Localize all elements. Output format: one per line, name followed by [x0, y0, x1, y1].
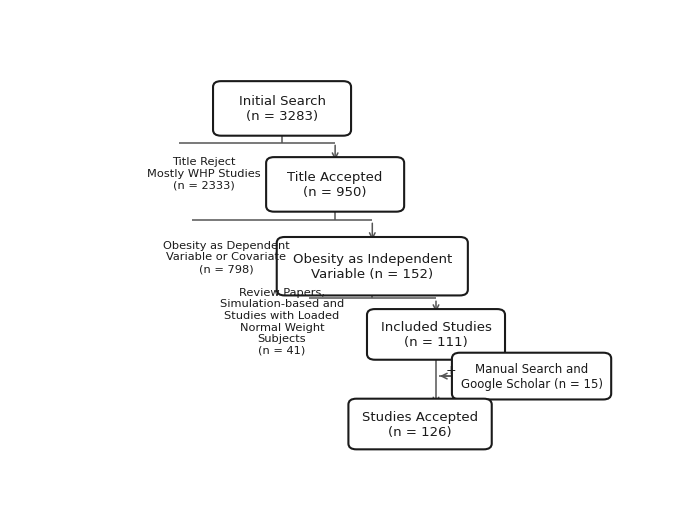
Text: Obesity as Independent
Variable (n = 152): Obesity as Independent Variable (n = 152… [292, 252, 452, 281]
FancyBboxPatch shape [452, 353, 611, 399]
FancyBboxPatch shape [367, 310, 505, 360]
Text: Manual Search and
Google Scholar (n = 15): Manual Search and Google Scholar (n = 15… [460, 363, 603, 390]
Text: Title Reject
Mostly WHP Studies
(n = 2333): Title Reject Mostly WHP Studies (n = 233… [147, 157, 260, 190]
Text: +: + [445, 363, 456, 376]
FancyBboxPatch shape [349, 399, 492, 449]
FancyBboxPatch shape [266, 158, 404, 212]
Text: Studies Accepted
(n = 126): Studies Accepted (n = 126) [362, 410, 478, 438]
Text: Obesity as Dependent
Variable or Covariate
(n = 798): Obesity as Dependent Variable or Covaria… [162, 240, 289, 274]
Text: Review Papers,
Simulation-based and
Studies with Loaded
Normal Weight
Subjects
(: Review Papers, Simulation-based and Stud… [220, 287, 344, 355]
FancyBboxPatch shape [277, 237, 468, 296]
Text: Included Studies
(n = 111): Included Studies (n = 111) [381, 321, 491, 349]
Text: Title Accepted
(n = 950): Title Accepted (n = 950) [288, 171, 383, 199]
Text: Initial Search
(n = 3283): Initial Search (n = 3283) [238, 95, 325, 123]
FancyBboxPatch shape [213, 82, 351, 136]
